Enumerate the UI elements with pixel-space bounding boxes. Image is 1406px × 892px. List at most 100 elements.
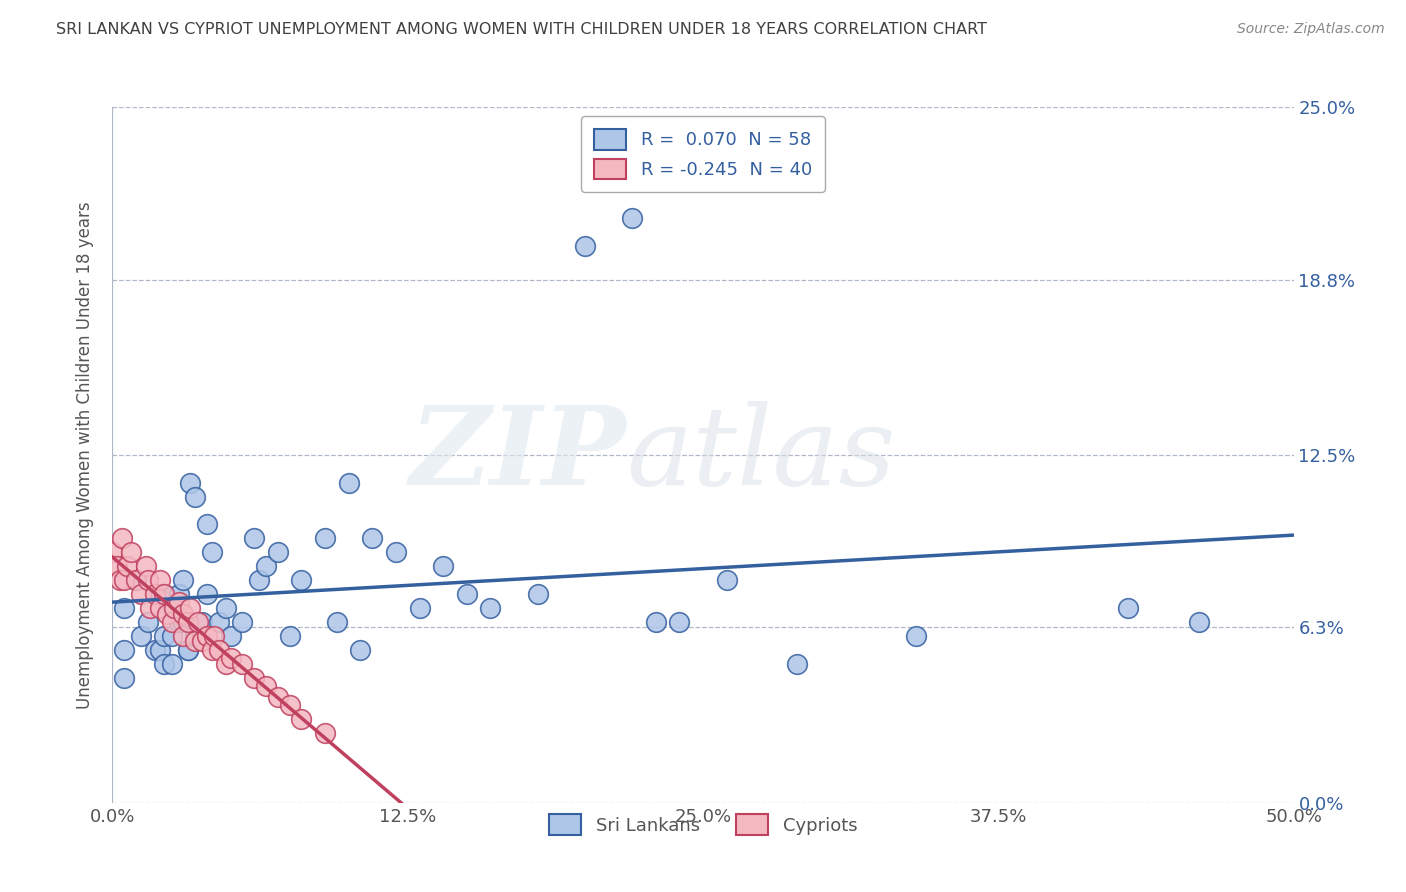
Point: [432, 559, 454, 574]
Point: [195, 587, 218, 601]
Point: [574, 239, 596, 253]
Point: [361, 532, 384, 546]
Point: [231, 657, 253, 671]
Point: [526, 587, 548, 601]
Point: [112, 671, 135, 685]
Point: [160, 629, 183, 643]
Point: [254, 559, 277, 574]
Point: [184, 629, 207, 643]
Point: [621, 211, 644, 226]
Point: [179, 601, 201, 615]
Point: [125, 573, 148, 587]
Point: [195, 517, 218, 532]
Point: [314, 532, 336, 546]
Text: SRI LANKAN VS CYPRIOT UNEMPLOYMENT AMONG WOMEN WITH CHILDREN UNDER 18 YEARS CORR: SRI LANKAN VS CYPRIOT UNEMPLOYMENT AMONG…: [56, 22, 987, 37]
Point: [1116, 601, 1139, 615]
Point: [267, 690, 290, 704]
Point: [201, 642, 224, 657]
Point: [143, 642, 166, 657]
Point: [153, 587, 176, 601]
Point: [167, 587, 190, 601]
Point: [184, 490, 207, 504]
Point: [135, 559, 157, 574]
Point: [160, 601, 183, 615]
Point: [153, 629, 176, 643]
Point: [172, 607, 194, 621]
Point: [129, 629, 152, 643]
Point: [105, 559, 128, 574]
Point: [156, 607, 179, 621]
Point: [456, 587, 478, 601]
Point: [278, 629, 301, 643]
Point: [111, 532, 134, 546]
Point: [278, 698, 301, 713]
Point: [314, 726, 336, 740]
Point: [479, 601, 502, 615]
Point: [112, 601, 135, 615]
Point: [408, 601, 430, 615]
Point: [644, 615, 666, 629]
Point: [172, 573, 194, 587]
Point: [172, 615, 194, 629]
Point: [125, 573, 148, 587]
Point: [219, 629, 242, 643]
Point: [108, 573, 131, 587]
Point: [326, 615, 349, 629]
Point: [167, 595, 190, 609]
Point: [668, 615, 690, 629]
Point: [101, 545, 124, 559]
Point: [290, 712, 312, 726]
Point: [153, 657, 176, 671]
Point: [243, 532, 266, 546]
Point: [143, 587, 166, 601]
Text: atlas: atlas: [626, 401, 896, 508]
Point: [160, 657, 183, 671]
Point: [337, 475, 360, 490]
Point: [149, 642, 172, 657]
Point: [254, 679, 277, 693]
Point: [149, 587, 172, 601]
Point: [136, 573, 159, 587]
Text: ZIP: ZIP: [409, 401, 626, 508]
Point: [136, 615, 159, 629]
Point: [191, 634, 214, 648]
Point: [904, 629, 927, 643]
Point: [186, 615, 208, 629]
Point: [290, 573, 312, 587]
Point: [153, 587, 176, 601]
Point: [163, 601, 186, 615]
Point: [129, 587, 152, 601]
Point: [1188, 615, 1211, 629]
Point: [267, 545, 290, 559]
Point: [112, 642, 135, 657]
Point: [139, 601, 162, 615]
Point: [149, 601, 172, 615]
Point: [219, 651, 242, 665]
Point: [177, 642, 200, 657]
Point: [243, 671, 266, 685]
Point: [167, 615, 190, 629]
Point: [149, 573, 172, 587]
Point: [120, 545, 142, 559]
Point: [195, 629, 218, 643]
Point: [160, 615, 183, 629]
Point: [247, 573, 270, 587]
Text: Source: ZipAtlas.com: Source: ZipAtlas.com: [1237, 22, 1385, 37]
Point: [177, 642, 200, 657]
Point: [716, 573, 738, 587]
Point: [215, 657, 238, 671]
Point: [786, 657, 808, 671]
Point: [184, 634, 207, 648]
Point: [177, 615, 200, 629]
Legend: Sri Lankans, Cypriots: Sri Lankans, Cypriots: [541, 807, 865, 842]
Point: [191, 615, 214, 629]
Point: [231, 615, 253, 629]
Point: [112, 573, 135, 587]
Point: [208, 615, 231, 629]
Y-axis label: Unemployment Among Women with Children Under 18 years: Unemployment Among Women with Children U…: [76, 201, 94, 709]
Point: [215, 601, 238, 615]
Point: [202, 629, 225, 643]
Point: [172, 629, 194, 643]
Point: [115, 559, 138, 574]
Point: [208, 642, 231, 657]
